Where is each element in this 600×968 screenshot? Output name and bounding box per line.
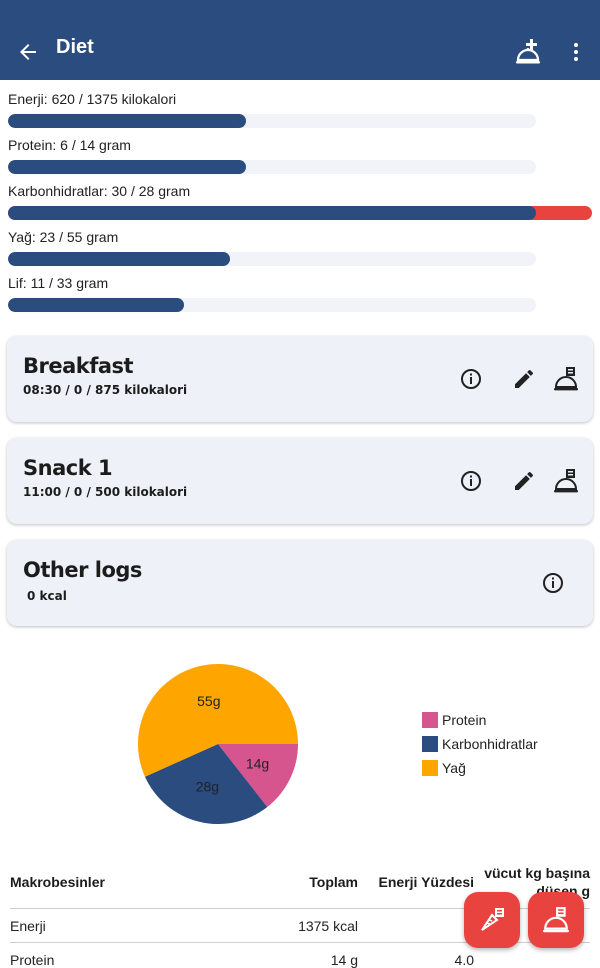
progress-label: Enerji: 620 / 1375 kilokalori [8, 91, 177, 107]
legend-swatch [422, 712, 438, 728]
pie-slice-label: 55g [197, 693, 220, 709]
pie-slice-protein [218, 744, 298, 808]
info-icon[interactable] [459, 469, 483, 493]
progress-fat: Yağ: 23 / 55 gram [8, 228, 592, 266]
progress-fiber: Lif: 11 / 33 gram [8, 274, 592, 312]
table-cell: 14 g [330, 952, 358, 968]
progress-track [8, 160, 536, 174]
meal-subtitle: 08:30 / 0 / 875 kilokalori [23, 383, 188, 397]
carrot-icon [481, 908, 504, 931]
table-cell: Protein [10, 952, 55, 968]
progress-protein: Protein: 6 / 14 gram [8, 136, 592, 174]
more-vert-icon[interactable] [564, 40, 588, 64]
page-title: Diet [56, 36, 94, 58]
pie-slice-label: 14g [246, 755, 269, 771]
other-logs-card[interactable]: Other logs 0 kcal [7, 540, 593, 626]
progress-fill [8, 252, 230, 266]
progress-label: Karbonhidratlar: 30 / 28 gram [8, 183, 191, 199]
add-meal-icon[interactable] [514, 38, 542, 66]
progress-fill [8, 114, 247, 128]
progress-fill [8, 206, 536, 220]
progress-carbs: Karbonhidratlar: 30 / 28 gram [8, 182, 592, 220]
table-header-macro: Makrobesinler [10, 874, 105, 890]
add-food-icon [543, 907, 569, 933]
progress-over-track [8, 206, 592, 220]
other-logs-title: Other logs [23, 558, 142, 582]
table-header-energy-pct: Enerji Yüzdesi [378, 874, 474, 890]
pie-slice-karbonhidratlar [144, 744, 268, 824]
legend-label: Protein [442, 712, 487, 728]
table-cell: 4.0 [454, 952, 474, 968]
table-cell: 1375 kcal [298, 918, 358, 934]
other-logs-subtitle: 0 kcal [27, 589, 67, 603]
app-bar: Diet [0, 0, 600, 80]
info-icon[interactable] [541, 571, 565, 595]
progress-track [8, 298, 536, 312]
macro-pie-chart: 14g 28g 55g [138, 664, 298, 824]
progress-fill [8, 160, 247, 174]
progress-label: Protein: 6 / 14 gram [8, 137, 131, 153]
pie-slice-yağ [138, 664, 298, 777]
meal-card-breakfast[interactable]: Breakfast 08:30 / 0 / 875 kilokalori [7, 336, 593, 422]
info-icon[interactable] [459, 367, 483, 391]
add-meal-fab[interactable] [528, 892, 584, 948]
progress-track [8, 252, 536, 266]
progress-track [8, 114, 536, 128]
progress-energy: Enerji: 620 / 1375 kilokalori [8, 90, 592, 128]
progress-label: Lif: 11 / 33 gram [8, 275, 109, 291]
table-divider [10, 908, 590, 909]
add-ingredient-fab[interactable] [464, 892, 520, 948]
add-food-icon[interactable] [553, 468, 579, 494]
meal-subtitle: 11:00 / 0 / 500 kilokalori [23, 485, 188, 499]
legend-swatch [422, 760, 438, 776]
pie-slice-label: 28g [196, 779, 219, 795]
arrow-back-icon[interactable] [16, 40, 40, 64]
add-food-icon[interactable] [553, 366, 579, 392]
table-cell: Enerji [10, 918, 46, 934]
legend-label: Yağ [442, 760, 466, 776]
edit-icon[interactable] [512, 367, 536, 391]
progress-label: Yağ: 23 / 55 gram [8, 229, 119, 245]
meal-title: Breakfast [23, 354, 134, 378]
legend-swatch [422, 736, 438, 752]
table-divider [10, 942, 590, 943]
edit-icon[interactable] [512, 469, 536, 493]
progress-fill [8, 298, 184, 312]
table-header-total: Toplam [309, 874, 358, 890]
meal-title: Snack 1 [23, 456, 113, 480]
meal-card-snack[interactable]: Snack 1 11:00 / 0 / 500 kilokalori [7, 438, 593, 524]
legend-label: Karbonhidratlar [442, 736, 538, 752]
